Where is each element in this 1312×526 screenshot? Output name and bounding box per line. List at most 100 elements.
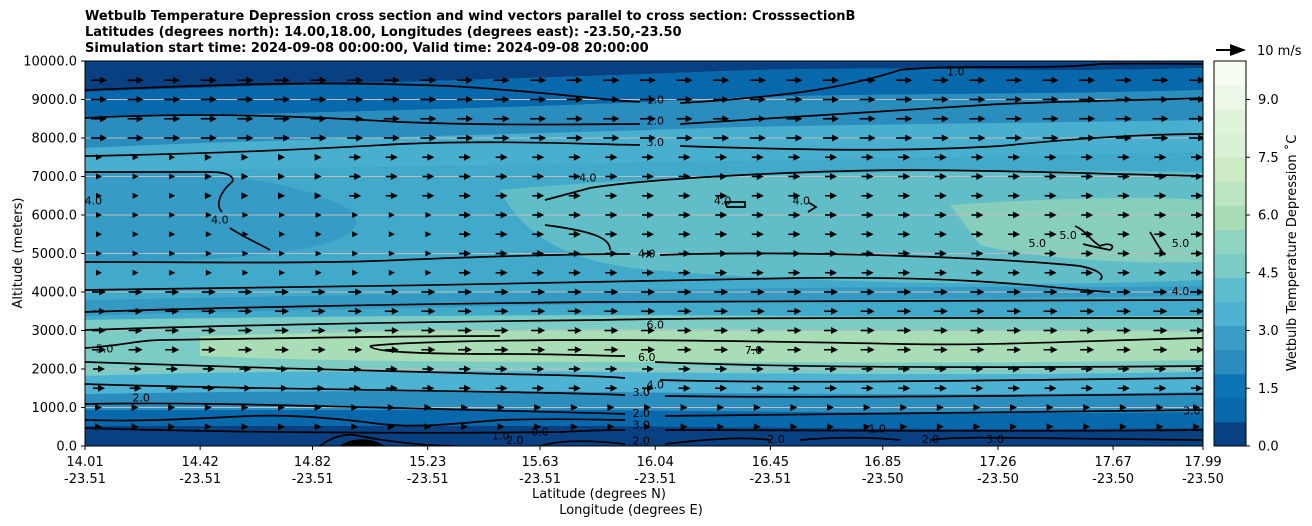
wind-vector-head — [1196, 211, 1203, 219]
title-line-1: Wetbulb Temperature Depression cross sec… — [85, 9, 856, 24]
contour-7-0 — [369, 337, 1203, 357]
wind-vector-head — [204, 153, 212, 161]
wind-vector-head — [135, 346, 143, 354]
wind-vector-head — [941, 115, 949, 123]
wind-vector-head — [1086, 250, 1094, 257]
colorbar-segment — [1214, 109, 1246, 134]
wind-vector — [352, 269, 359, 276]
wind-vector-head — [1161, 134, 1169, 142]
wind-vector-head — [1119, 423, 1127, 431]
wind-vector-head — [1124, 134, 1132, 142]
contour-label: 1.0 — [947, 65, 965, 78]
wind-vector-head — [135, 327, 143, 334]
contour-label: 6.0 — [646, 318, 664, 331]
x-tick-label-lat: 15.63 — [521, 455, 558, 470]
wind-vector — [169, 269, 176, 276]
wind-vector-head — [392, 96, 400, 103]
wind-vector-head — [720, 173, 728, 180]
contour-2-0-low — [85, 402, 1203, 417]
wind-vector-head — [866, 192, 874, 200]
wind-vector-head — [827, 423, 834, 431]
wind-vector-head — [538, 327, 546, 334]
wind-key: 10 m/s — [1216, 44, 1302, 59]
wind-vector-head — [1122, 269, 1130, 277]
wind-vector-head — [1122, 230, 1130, 238]
wind-vector-head — [244, 365, 252, 373]
wind-vector-head — [1083, 423, 1091, 431]
colorbar-segment — [1214, 133, 1246, 158]
wind-vector-head — [863, 404, 871, 411]
colorbar-segment — [1214, 277, 1246, 303]
wind-vector-head — [1123, 346, 1131, 354]
wind-vector — [132, 212, 139, 218]
wind-vector-head — [1196, 173, 1203, 180]
wind-vector-head — [539, 96, 547, 103]
contour-3-0 — [85, 133, 1203, 157]
wind-vector-head — [647, 269, 654, 277]
wind-vector-head — [241, 404, 249, 411]
wind-vector-head — [537, 173, 545, 180]
wind-vector-head — [939, 192, 947, 200]
wind-vector-head — [720, 384, 728, 392]
wind-vector-head — [644, 423, 651, 431]
wind-vector-head — [354, 153, 362, 161]
wind-vector-head — [204, 192, 212, 200]
wind-vector-head — [900, 423, 908, 431]
wind-vector-head — [904, 327, 912, 334]
x-tick-label-lat: 15.23 — [409, 455, 446, 470]
wind-vector — [169, 192, 176, 199]
wind-vector-head — [939, 153, 947, 161]
wind-vector — [132, 154, 139, 161]
wind-vector-head — [573, 269, 581, 277]
wind-vector — [388, 250, 395, 257]
wind-vector-head — [497, 404, 505, 411]
colorbar-segment — [1214, 205, 1246, 230]
wind-vector-head — [537, 211, 545, 219]
wind-vector-head — [1086, 384, 1094, 392]
wind-vector-head — [753, 404, 761, 411]
wind-vector-head — [1051, 115, 1059, 123]
wind-vector-head — [793, 153, 801, 161]
contour-2-0 — [85, 97, 1203, 126]
wind-vector-head — [649, 115, 656, 123]
wind-vector-head — [314, 173, 322, 180]
wind-vector-head — [319, 96, 327, 103]
wind-vector — [279, 212, 285, 218]
wind-vector-head — [204, 404, 212, 411]
wind-vectors — [91, 76, 1203, 431]
wind-vector-head — [1013, 365, 1020, 373]
wind-vector-head — [355, 307, 363, 315]
wind-vector-head — [940, 327, 948, 334]
wind-vector-head — [1196, 230, 1203, 238]
contour-label: 4.0 — [1172, 285, 1190, 298]
wind-vector-head — [976, 365, 984, 373]
wind-vector-head — [427, 192, 435, 200]
wind-vector-head — [939, 250, 947, 257]
wind-vector-head — [209, 76, 217, 84]
wind-vector-head — [1010, 423, 1017, 431]
wind-vector-head — [830, 384, 837, 392]
wind-vector-head — [1015, 96, 1022, 103]
x-tick-label-lat: 17.99 — [1184, 455, 1221, 470]
colorbar-label: Wetbulb Temperature Depression ˚C — [1284, 135, 1300, 372]
wind-vector-head — [168, 404, 176, 411]
wind-vector-head — [1050, 346, 1058, 354]
colorbar-frame — [1213, 60, 1247, 447]
wind-vector-head — [241, 192, 249, 200]
wind-vector-head — [246, 96, 254, 103]
wind-vector-head — [99, 288, 106, 296]
wind-vector — [132, 269, 139, 276]
wind-vector-head — [500, 153, 508, 161]
wind-vector-head — [607, 404, 615, 411]
wind-vector-head — [99, 327, 106, 334]
wind-vector-head — [790, 423, 798, 431]
title-line-2: Latitudes (degrees north): 14.00,18.00, … — [85, 25, 682, 40]
wind-vector-head — [793, 384, 801, 392]
wind-vector-head — [1014, 327, 1021, 334]
wind-vector-head — [611, 327, 619, 334]
wind-vector-head — [355, 346, 363, 354]
wind-vector-head — [319, 134, 327, 142]
contour-label: 2.0 — [767, 433, 785, 446]
wind-vector-head — [355, 327, 363, 334]
wind-vector-head — [827, 404, 834, 411]
